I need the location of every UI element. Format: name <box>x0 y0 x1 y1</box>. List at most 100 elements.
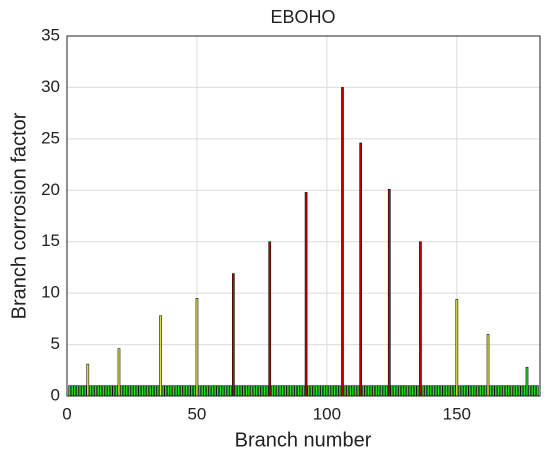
bar <box>91 385 95 397</box>
y-tick-label: 20 <box>41 180 60 199</box>
bar <box>112 385 116 397</box>
bar <box>148 385 152 397</box>
bar <box>351 385 355 397</box>
bar <box>250 385 253 397</box>
bar <box>413 385 417 397</box>
bar <box>302 385 305 397</box>
bar <box>364 385 368 397</box>
bar <box>99 385 103 397</box>
bar <box>367 385 370 397</box>
bar <box>359 142 363 397</box>
bar <box>395 385 399 397</box>
bar <box>135 385 139 397</box>
x-tick-label: 150 <box>443 404 471 423</box>
bar <box>380 385 383 397</box>
bar <box>68 385 71 397</box>
bar <box>481 385 485 397</box>
bar <box>247 385 251 397</box>
bar <box>206 385 209 397</box>
bar <box>432 385 435 397</box>
bar <box>447 385 451 397</box>
bar <box>460 385 464 397</box>
bar <box>96 385 100 397</box>
y-tick-label: 10 <box>41 283 60 302</box>
bar <box>465 385 469 397</box>
bar <box>156 385 160 397</box>
bar <box>159 315 162 397</box>
bar <box>164 385 168 397</box>
bar <box>335 385 339 397</box>
bar <box>320 385 324 397</box>
bar <box>494 385 498 397</box>
bar <box>81 385 84 397</box>
bar <box>442 385 446 397</box>
bar <box>421 385 425 397</box>
bar <box>120 385 123 397</box>
bar <box>533 385 537 397</box>
bar <box>174 385 178 397</box>
bar <box>213 385 217 397</box>
bar <box>83 385 87 397</box>
bar <box>330 385 334 397</box>
bar <box>445 385 448 397</box>
y-tick-label: 30 <box>41 77 60 96</box>
bar <box>104 385 108 397</box>
bar <box>468 385 472 397</box>
bar <box>486 333 490 397</box>
bar <box>224 385 227 397</box>
bar <box>94 385 97 397</box>
bar <box>455 299 459 397</box>
bar <box>89 385 92 397</box>
bar <box>187 385 191 397</box>
bar <box>328 385 331 397</box>
x-tick-label: 50 <box>187 404 206 423</box>
y-axis-label: Branch corrosion factor <box>8 112 30 319</box>
bar <box>346 385 350 397</box>
bar <box>504 385 508 397</box>
bar <box>315 385 318 397</box>
bar <box>268 241 272 397</box>
bar <box>424 385 427 397</box>
bar <box>138 385 142 397</box>
bar <box>260 385 264 397</box>
y-tick-label: 35 <box>41 25 60 44</box>
bar <box>322 385 326 397</box>
bar <box>122 385 126 397</box>
bar <box>403 385 407 397</box>
bar <box>515 385 518 397</box>
bar <box>143 385 147 397</box>
bar <box>356 385 360 397</box>
bar <box>333 385 337 397</box>
bar <box>437 385 440 397</box>
bar <box>390 385 394 397</box>
bar <box>530 385 534 397</box>
bar <box>141 385 144 397</box>
bar <box>317 385 321 397</box>
bar <box>307 385 311 397</box>
bar <box>107 385 110 397</box>
bar <box>419 241 422 397</box>
bar <box>234 385 238 397</box>
bar <box>273 385 277 397</box>
bar <box>411 385 414 397</box>
bar <box>169 385 173 397</box>
bar <box>130 385 134 397</box>
bar <box>154 385 157 397</box>
bar <box>242 385 246 397</box>
bar <box>198 385 201 397</box>
bar <box>172 385 175 397</box>
bar <box>369 385 373 397</box>
bar <box>458 385 461 397</box>
bar <box>471 385 474 397</box>
bar <box>338 385 342 397</box>
bar <box>281 385 285 397</box>
bar <box>385 385 389 397</box>
bar <box>400 385 404 397</box>
bar <box>278 385 282 397</box>
bar <box>265 385 269 397</box>
bar <box>491 385 495 397</box>
bar <box>291 385 295 397</box>
bar <box>218 385 222 397</box>
bar <box>195 297 199 397</box>
